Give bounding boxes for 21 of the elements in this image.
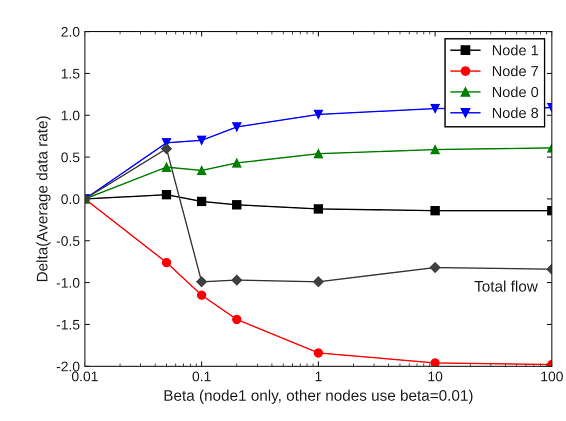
legend-label: Node 8 bbox=[492, 107, 538, 118]
x-tick-label: 1 bbox=[316, 372, 322, 382]
y-tick-label: 0.0 bbox=[61, 194, 80, 204]
y-axis-title: Delta(Average data rate) bbox=[36, 116, 51, 282]
y-tick-label: -1.0 bbox=[56, 278, 80, 288]
y-tick-label: 1.0 bbox=[62, 110, 80, 120]
y-tick-label: -1.5 bbox=[56, 320, 80, 330]
y-tick-label: 1.5 bbox=[62, 68, 80, 79]
y-tick-label: -2.0 bbox=[56, 362, 80, 372]
legend-label: Node 7 bbox=[492, 66, 538, 76]
legend-label: Node 1 bbox=[492, 44, 538, 56]
annotation: Total flow bbox=[474, 280, 538, 292]
x-tick-label: 100 bbox=[541, 372, 563, 382]
legend-label: Node 0 bbox=[492, 86, 538, 98]
x-tick-label: 0.1 bbox=[192, 372, 211, 382]
y-tick-label: 2.0 bbox=[61, 26, 80, 37]
y-tick-label: -0.5 bbox=[56, 236, 80, 246]
x-tick-label: 0.01 bbox=[72, 372, 98, 382]
y-tick-label: 0.5 bbox=[61, 152, 80, 162]
x-tick-label: 10 bbox=[428, 372, 442, 382]
x-axis-title: Beta (node1 only, other nodes use beta=0.01) bbox=[164, 390, 473, 404]
